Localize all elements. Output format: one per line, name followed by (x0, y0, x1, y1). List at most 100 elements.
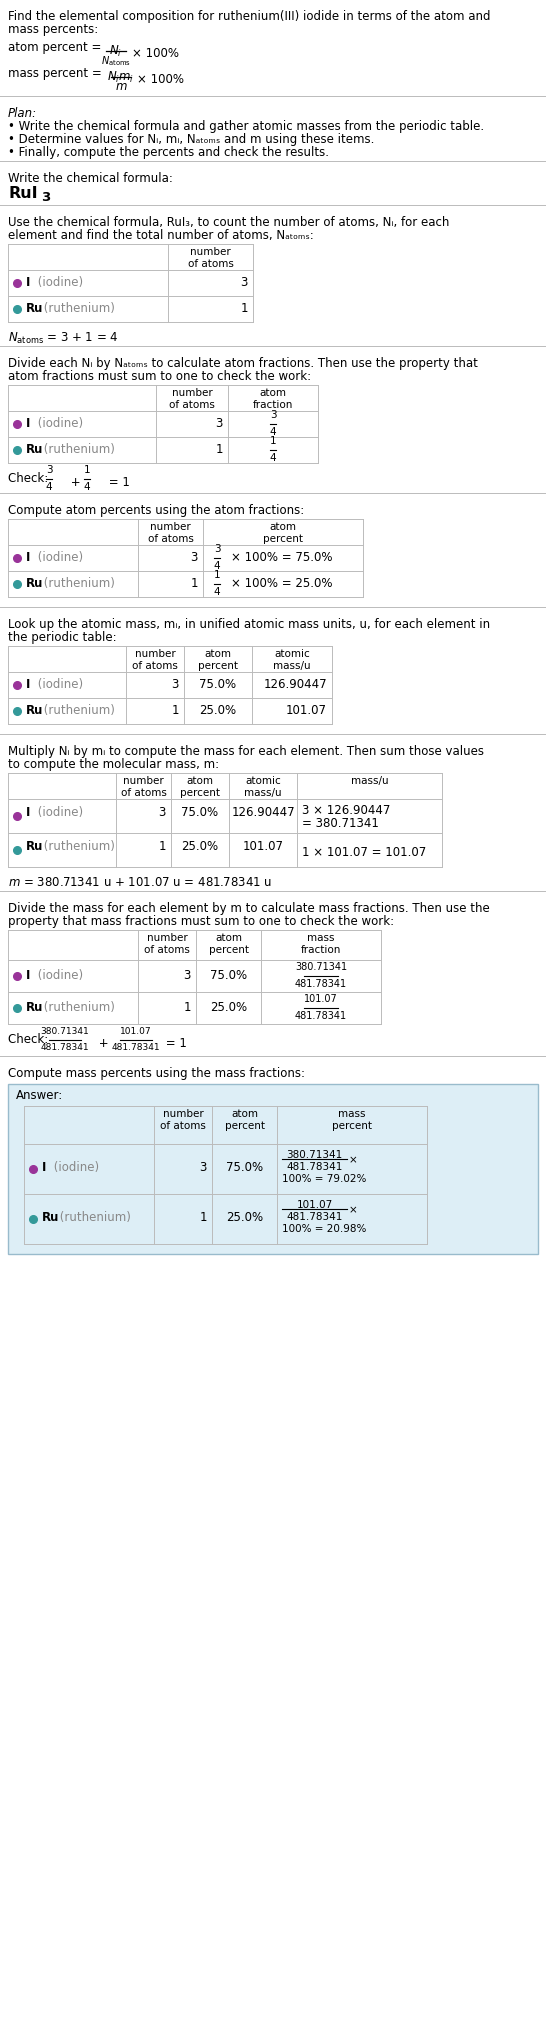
Text: 3: 3 (159, 805, 166, 818)
Text: 25.0%: 25.0% (226, 1211, 263, 1223)
Text: Check:: Check: (8, 1032, 52, 1046)
Text: 1 × 101.07 = 101.07: 1 × 101.07 = 101.07 (302, 846, 426, 858)
Text: 101.07: 101.07 (286, 703, 327, 716)
Text: number
of atoms: number of atoms (147, 522, 193, 542)
Text: 380.71341: 380.71341 (295, 962, 347, 971)
Text: 3: 3 (191, 551, 198, 563)
Text: (iodine): (iodine) (34, 275, 83, 290)
Text: 75.0%: 75.0% (181, 805, 218, 818)
Text: Ru: Ru (26, 703, 43, 716)
Text: Compute atom percents using the atom fractions:: Compute atom percents using the atom fra… (8, 504, 304, 516)
Text: 3: 3 (41, 192, 50, 204)
Text: 3: 3 (200, 1160, 207, 1172)
Text: Look up the atomic mass, mᵢ, in unified atomic mass units, u, for each element i: Look up the atomic mass, mᵢ, in unified … (8, 618, 490, 630)
Text: element and find the total number of atoms, Nₐₜₒₘₛ:: element and find the total number of ato… (8, 228, 314, 243)
Text: • Finally, compute the percents and check the results.: • Finally, compute the percents and chec… (8, 147, 329, 159)
Text: 3: 3 (270, 410, 276, 420)
Text: number
of atoms: number of atoms (132, 648, 178, 671)
Text: atom
percent: atom percent (180, 775, 220, 797)
Text: 1: 1 (183, 1001, 191, 1013)
Text: Answer:: Answer: (16, 1089, 63, 1101)
Text: (iodine): (iodine) (34, 969, 83, 981)
Text: 4: 4 (270, 426, 276, 436)
Text: (ruthenium): (ruthenium) (40, 442, 115, 457)
Text: 25.0%: 25.0% (199, 703, 236, 716)
Text: 1: 1 (171, 703, 179, 716)
Text: 4: 4 (46, 481, 52, 491)
Text: to compute the molecular mass, m:: to compute the molecular mass, m: (8, 759, 219, 771)
Text: 25.0%: 25.0% (210, 1001, 247, 1013)
Text: Ru: Ru (42, 1211, 60, 1223)
Text: Ru: Ru (26, 442, 43, 457)
Text: Ru: Ru (26, 1001, 43, 1013)
Text: atom
percent: atom percent (209, 932, 248, 954)
Text: (ruthenium): (ruthenium) (40, 1001, 115, 1013)
Text: 481.78341: 481.78341 (41, 1042, 90, 1052)
Text: $m$: $m$ (115, 80, 127, 94)
Text: atom fractions must sum to one to check the work:: atom fractions must sum to one to check … (8, 369, 311, 383)
Text: I: I (26, 416, 31, 430)
Text: atom percent =: atom percent = (8, 41, 102, 55)
Text: ×: × (349, 1205, 358, 1215)
Text: 481.78341: 481.78341 (286, 1162, 343, 1172)
Text: 75.0%: 75.0% (226, 1160, 263, 1172)
Text: atom
percent: atom percent (263, 522, 303, 542)
Text: 25.0%: 25.0% (181, 840, 218, 852)
Text: I: I (26, 275, 31, 290)
Text: $m$ = 380.71341 u + 101.07 u = 481.78341 u: $m$ = 380.71341 u + 101.07 u = 481.78341… (8, 875, 272, 889)
Text: (iodine): (iodine) (50, 1160, 99, 1172)
Text: atom
percent: atom percent (198, 648, 238, 671)
Text: 1: 1 (240, 302, 248, 314)
Bar (8, 1085, 538, 1254)
Text: $N_{\mathsf{atoms}}$: $N_{\mathsf{atoms}}$ (101, 53, 131, 67)
Text: Find the elemental composition for ruthenium(III) iodide in terms of the atom an: Find the elemental composition for ruthe… (8, 10, 490, 22)
Text: (iodine): (iodine) (34, 805, 83, 818)
Text: atomic
mass/u: atomic mass/u (273, 648, 311, 671)
Text: × 100%: × 100% (132, 47, 179, 59)
Text: $N_i m_i$: $N_i m_i$ (108, 69, 134, 86)
Text: 1: 1 (199, 1211, 207, 1223)
Text: (iodine): (iodine) (34, 677, 83, 691)
Text: 4: 4 (270, 453, 276, 463)
Text: Write the chemical formula:: Write the chemical formula: (8, 171, 173, 186)
Text: (ruthenium): (ruthenium) (40, 703, 115, 716)
Text: atom
percent: atom percent (224, 1109, 264, 1130)
Text: (iodine): (iodine) (34, 416, 83, 430)
Text: • Determine values for Nᵢ, mᵢ, Nₐₜₒₘₛ and m using these items.: • Determine values for Nᵢ, mᵢ, Nₐₜₒₘₛ an… (8, 133, 375, 147)
Text: 75.0%: 75.0% (210, 969, 247, 981)
Text: = 1: = 1 (162, 1036, 187, 1050)
Text: 126.90447: 126.90447 (263, 677, 327, 691)
Text: 75.0%: 75.0% (199, 677, 236, 691)
Text: +: + (95, 1036, 112, 1050)
Text: 1: 1 (158, 840, 166, 852)
Text: Divide each Nᵢ by Nₐₜₒₘₛ to calculate atom fractions. Then use the property that: Divide each Nᵢ by Nₐₜₒₘₛ to calculate at… (8, 357, 478, 369)
Text: 1: 1 (191, 577, 198, 589)
Text: Multiply Nᵢ by mᵢ to compute the mass for each element. Then sum those values: Multiply Nᵢ by mᵢ to compute the mass fo… (8, 744, 484, 759)
Text: (ruthenium): (ruthenium) (40, 302, 115, 314)
Text: 3: 3 (171, 677, 179, 691)
Text: the periodic table:: the periodic table: (8, 630, 117, 644)
Text: 3: 3 (241, 275, 248, 290)
Text: 3: 3 (216, 416, 223, 430)
Text: 1: 1 (84, 465, 90, 475)
Text: • Write the chemical formula and gather atomic masses from the periodic table.: • Write the chemical formula and gather … (8, 120, 484, 133)
Text: Ru: Ru (26, 577, 43, 589)
Text: (iodine): (iodine) (34, 551, 83, 563)
Text: (ruthenium): (ruthenium) (40, 840, 115, 852)
Text: I: I (26, 677, 31, 691)
Text: I: I (26, 969, 31, 981)
Text: number
of atoms: number of atoms (169, 387, 215, 410)
Text: 380.71341: 380.71341 (286, 1150, 343, 1160)
Text: 481.78341: 481.78341 (295, 1011, 347, 1020)
Text: 1: 1 (213, 569, 221, 579)
Text: 101.07: 101.07 (120, 1026, 152, 1036)
Text: 481.78341: 481.78341 (295, 979, 347, 989)
Text: Divide the mass for each element by m to calculate mass fractions. Then use the: Divide the mass for each element by m to… (8, 901, 490, 916)
Text: mass percent =: mass percent = (8, 67, 102, 80)
Text: × 100% = 25.0%: × 100% = 25.0% (231, 577, 333, 589)
Text: 4: 4 (84, 481, 90, 491)
Text: (ruthenium): (ruthenium) (40, 577, 115, 589)
Text: mass
percent: mass percent (332, 1109, 372, 1130)
Text: I: I (26, 551, 31, 563)
Text: property that mass fractions must sum to one to check the work:: property that mass fractions must sum to… (8, 916, 394, 928)
